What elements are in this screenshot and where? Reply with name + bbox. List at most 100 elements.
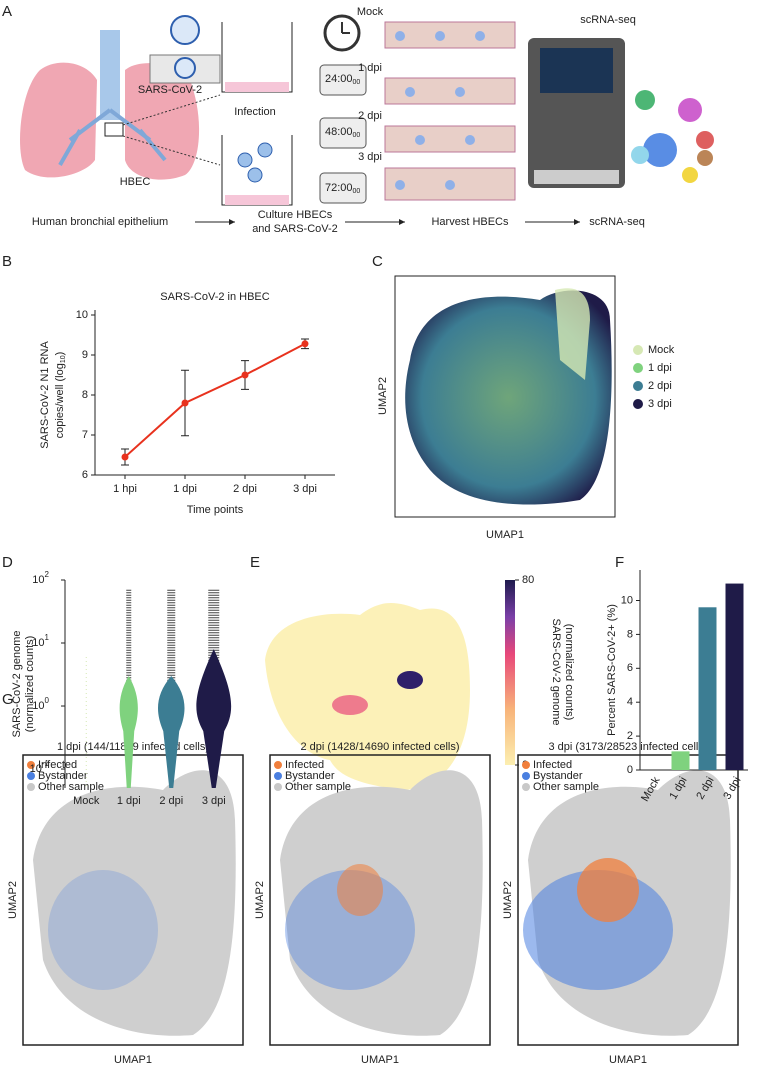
panel-label: E — [250, 554, 260, 571]
x-tick-label: 3 dpi — [293, 483, 317, 495]
timer: 48:0000 — [325, 126, 360, 139]
timer: 24:0000 — [325, 73, 360, 86]
y-tick-label: 8 — [82, 389, 88, 401]
legend-swatch — [522, 772, 530, 780]
tick-exponent: 1 — [45, 633, 50, 642]
legend-label: Infected — [533, 759, 572, 771]
x-tick-label: Mock — [73, 795, 100, 807]
violin — [196, 649, 232, 788]
y-tick-label: 102 — [32, 570, 49, 586]
timer-small: 00 — [353, 79, 361, 86]
x-tick-label: 1 dpi — [173, 483, 197, 495]
x-tick-label: 1 dpi — [117, 795, 141, 807]
legend-label: 2 dpi — [648, 380, 672, 392]
panel-label: C — [372, 253, 383, 270]
y-axis-label: (normalized counts) — [24, 636, 36, 733]
y-tick-label: 9 — [82, 349, 88, 361]
step-label: Harvest HBECs — [431, 216, 509, 228]
umap-bystander — [48, 870, 158, 990]
step-label: and SARS-CoV-2 — [252, 223, 338, 235]
tick-base: 10 — [32, 637, 44, 649]
schematic-label: HBEC — [120, 176, 151, 188]
x-tick-label: 2 dpi — [159, 795, 183, 807]
y-axis-label: copies/well (log10) — [54, 352, 67, 439]
panel-label: F — [615, 554, 624, 571]
y-axis-label: SARS-CoV-2 genome — [11, 631, 23, 738]
y-tick-label: 101 — [32, 633, 49, 649]
point — [241, 371, 249, 379]
y-tick-label: 8 — [627, 628, 633, 640]
panel-label: D — [2, 554, 13, 571]
legend-label: 1 dpi — [648, 362, 672, 374]
timer-main: 24:00 — [325, 73, 353, 85]
x-tick-label: 3 dpi — [202, 795, 226, 807]
y-axis-label: UMAP2 — [7, 881, 19, 919]
y-tick-label: 4 — [627, 696, 633, 708]
y-tick-label: 2 — [627, 730, 633, 742]
umap-c-art — [394, 275, 616, 518]
colorbar-tick-label: 80 — [522, 574, 534, 586]
point — [301, 340, 309, 348]
y-tick-label: 10-1 — [30, 759, 50, 775]
y-axis-label: UMAP2 — [377, 377, 389, 415]
umap-shape — [280, 770, 483, 1036]
tick-exponent: -1 — [42, 759, 50, 768]
legend-label: Other sample — [285, 781, 351, 793]
legend-swatch — [27, 761, 35, 769]
line — [124, 342, 306, 458]
y-tick-label: 0 — [627, 764, 633, 776]
schematic-label: SARS-CoV-2 — [138, 84, 202, 96]
panel-label: A — [2, 3, 12, 20]
legend-swatch — [633, 363, 643, 373]
tick-base: 10 — [32, 700, 44, 712]
legend-swatch — [274, 761, 282, 769]
legend-swatch — [633, 345, 643, 355]
umap-frame — [269, 754, 491, 1046]
legend-swatch — [274, 783, 282, 791]
y-tick-label: 6 — [82, 469, 88, 481]
schematic-label: 1 dpi — [358, 62, 382, 74]
umap-e-art — [265, 580, 515, 790]
legend-label: Bystander — [285, 770, 335, 782]
legend-swatch — [27, 783, 35, 791]
violin — [157, 675, 185, 788]
point — [181, 399, 189, 407]
umap-bystander — [285, 870, 415, 990]
y-tick-label: 10 — [76, 309, 88, 321]
timer-small: 00 — [353, 132, 361, 139]
y-axis-label: SARS-CoV-2 N1 RNA — [39, 341, 51, 449]
legend-swatch — [633, 399, 643, 409]
step-label: Human bronchial epithelium — [32, 216, 168, 228]
panel-title: 3 dpi (3173/28523 infected cells) — [549, 741, 708, 753]
umap-infected — [337, 864, 383, 916]
legend-label: Infected — [38, 759, 77, 771]
umap-g-art — [22, 754, 739, 1046]
point — [121, 453, 129, 461]
schematic-label: Mock — [357, 6, 384, 18]
y-axis-label-sub: 10 — [60, 355, 67, 363]
schematic-label: Infection — [234, 106, 276, 118]
violin — [119, 675, 138, 788]
bar — [698, 607, 717, 770]
panel-title: 2 dpi (1428/14690 infected cells) — [301, 741, 460, 753]
y-axis-label-part: copies/well (log — [54, 363, 66, 438]
schematic-art — [20, 14, 714, 225]
legend-label: Bystander — [533, 770, 583, 782]
x-axis-label: UMAP1 — [114, 1054, 152, 1066]
panel-label: G — [2, 691, 14, 708]
legend-swatch — [522, 783, 530, 791]
colorbar-label: (normalized counts) — [563, 624, 575, 721]
legend-swatch — [27, 772, 35, 780]
x-tick-label: 3 dpi — [721, 775, 743, 802]
y-axis-label-part: ) — [54, 352, 66, 356]
bar — [671, 751, 690, 770]
panel-label: B — [2, 253, 12, 270]
schematic-label: 3 dpi — [358, 151, 382, 163]
y-axis-label: Percent SARS-CoV-2+ (%) — [606, 604, 618, 736]
x-axis-label: Time points — [187, 504, 244, 516]
legend-label: Infected — [285, 759, 324, 771]
legend-label: 3 dpi — [648, 398, 672, 410]
umap-infected — [577, 858, 639, 922]
y-tick-label: 100 — [32, 696, 49, 712]
